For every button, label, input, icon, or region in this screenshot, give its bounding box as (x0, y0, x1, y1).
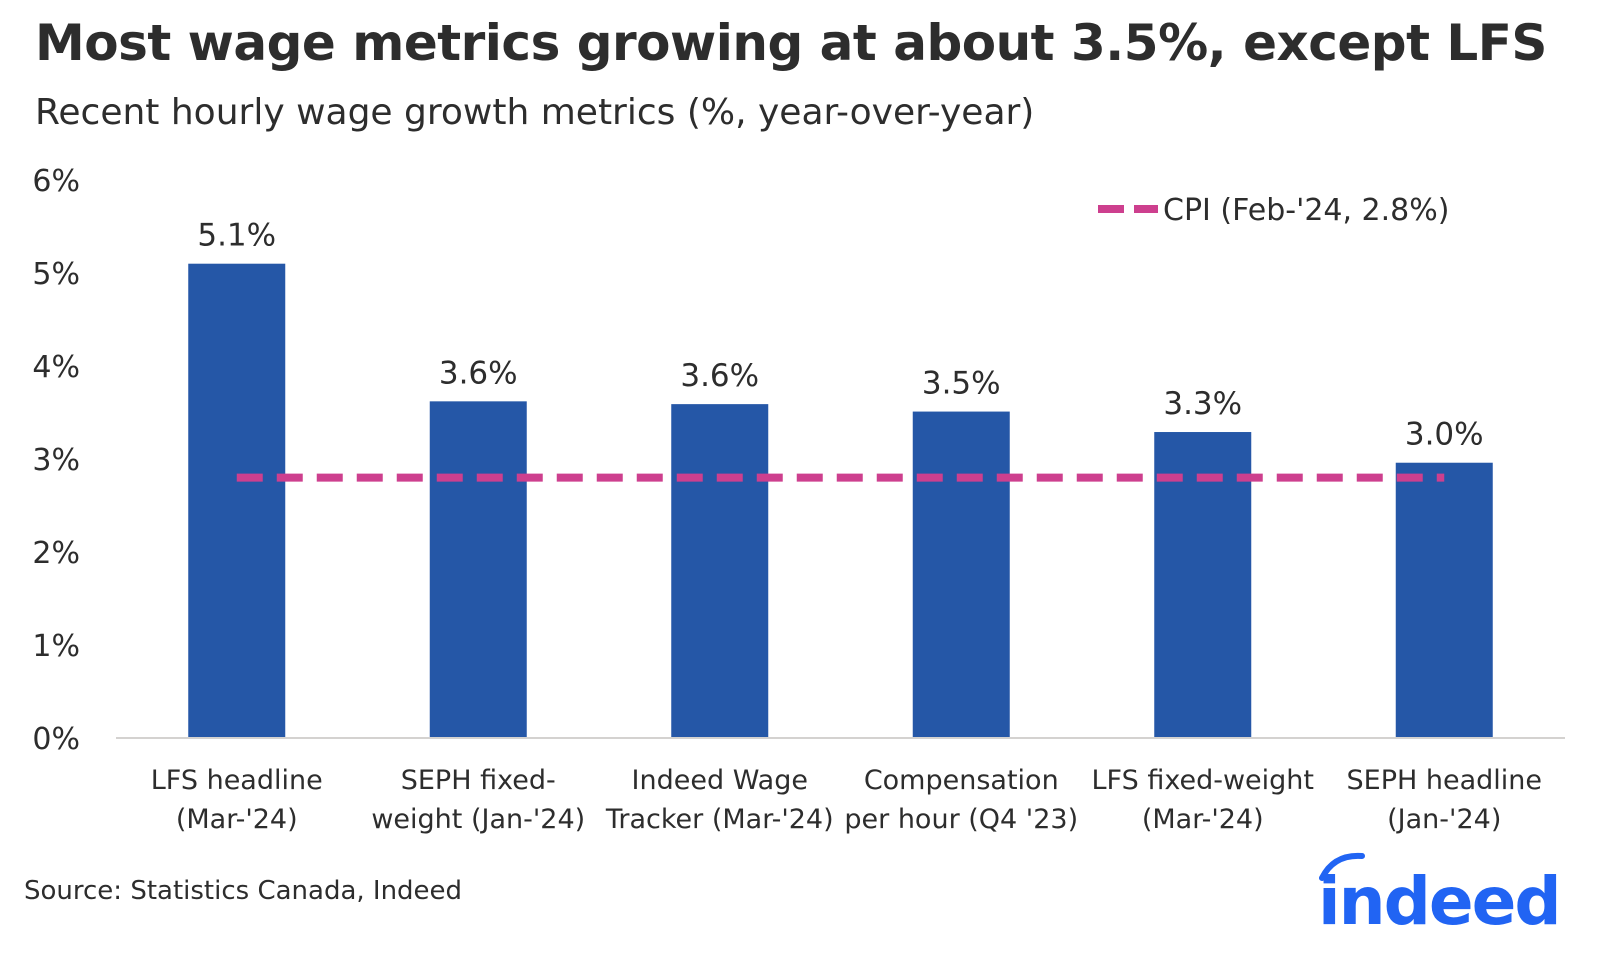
data-label: 3.6% (680, 358, 759, 394)
y-tick-label: 3% (32, 443, 80, 478)
data-labels: 5.1% 3.6% 3.6% 3.5% 3.3% 3.0% (197, 218, 1483, 453)
y-tick-label: 6% (32, 164, 80, 199)
data-label: 3.5% (922, 366, 1001, 402)
x-tick-label: SEPH headline (1347, 765, 1543, 796)
bar (1154, 432, 1252, 738)
y-tick-label: 5% (32, 257, 80, 292)
y-tick-label: 0% (32, 722, 80, 757)
x-tick-label: (Mar-'24) (176, 804, 298, 835)
data-label: 3.0% (1405, 417, 1484, 453)
data-label: 3.6% (439, 355, 518, 391)
x-tick-label: Tracker (Mar-'24) (605, 804, 834, 835)
x-tick-label: SEPH fixed- (401, 765, 556, 796)
logo-wordmark: indeed (1318, 863, 1560, 938)
chart-title: Most wage metrics growing at about 3.5%,… (35, 14, 1547, 72)
x-tick-label: Compensation (864, 765, 1059, 796)
bar (671, 404, 769, 738)
y-tick-label: 2% (32, 536, 80, 571)
x-tick-label: (Mar-'24) (1142, 804, 1264, 835)
logo-arc-mark (1319, 852, 1365, 881)
x-tick-label: Indeed Wage (632, 765, 808, 796)
legend-label-cpi: CPI (Feb-'24, 2.8%) (1163, 193, 1449, 228)
y-axis: 0% 1% 2% 3% 4% 5% 6% (32, 164, 80, 757)
bar (429, 401, 527, 738)
chart-subtitle: Recent hourly wage growth metrics (%, ye… (35, 92, 1035, 133)
indeed-logo: indeed (1318, 852, 1562, 938)
x-tick-label: (Jan-'24) (1387, 804, 1501, 835)
x-tick-label: LFS fixed-weight (1092, 765, 1315, 796)
data-label: 5.1% (197, 218, 276, 254)
bar (1395, 462, 1493, 738)
x-tick-label: LFS headline (151, 765, 323, 796)
data-label: 3.3% (1163, 386, 1242, 422)
x-tick-label: weight (Jan-'24) (371, 804, 585, 835)
x-tick-label: per hour (Q4 '23) (844, 804, 1078, 835)
y-tick-label: 4% (32, 350, 80, 385)
bars (188, 263, 1493, 738)
legend: CPI (Feb-'24, 2.8%) (1098, 193, 1449, 228)
bar (188, 263, 286, 738)
source-note: Source: Statistics Canada, Indeed (24, 876, 463, 906)
y-tick-label: 1% (32, 629, 80, 664)
x-axis: LFS headline (Mar-'24) SEPH fixed-weight (… (151, 765, 1542, 835)
bar (912, 411, 1010, 738)
